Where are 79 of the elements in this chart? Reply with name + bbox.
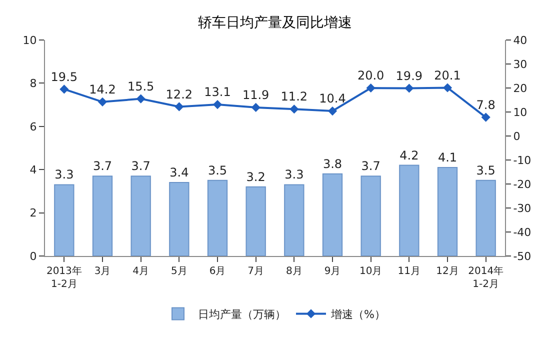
bar [360,176,381,256]
bar [207,180,228,256]
data-label: 3.7 [131,159,150,174]
bar [54,184,74,256]
point [481,112,490,122]
data-label: 19.5 [50,70,78,84]
data-label: 3.2 [246,170,266,184]
y2-tick-label: -40 [513,226,532,239]
y2-tick-label: 30 [513,58,528,71]
x-tick-label: 9月 [324,266,341,277]
x-tick-label: 7月 [248,266,264,277]
x-tick-label: 10月 [359,266,382,277]
y2-tick-label: -30 [513,202,532,215]
data-label: 10.4 [319,92,346,106]
bar [476,180,496,256]
y-tick-label: 2 [30,206,37,220]
y2-tick-label: -10 [513,154,532,167]
y2-tick-label: 0 [513,130,520,143]
data-label: 15.5 [127,79,154,94]
data-label: 3.5 [208,163,228,178]
data-label: 3.3 [284,168,304,182]
data-label: 4.1 [438,150,458,164]
point [136,94,146,104]
data-label: 3.7 [361,159,380,174]
x-tick-label: 12月 [436,266,459,277]
data-label: 12.2 [166,87,193,102]
x-tick-label: 5月 [170,266,188,277]
point [366,83,376,93]
y2-tick-label: -20 [513,178,532,191]
legend-label: 日均产量（万辆） [198,308,286,321]
bar [399,164,420,256]
y2-tick-label: -50 [513,250,532,263]
bar [322,173,343,256]
data-label: 3.3 [54,168,74,182]
point [251,102,260,112]
x-tick-label: 8月 [286,266,302,277]
data-label: 19.9 [396,68,423,83]
chart-title: 轿车日均产量及同比增速 [198,14,352,31]
y-tick-label: 10 [22,34,37,47]
data-label: 20.1 [434,68,461,82]
bar [92,176,113,256]
data-label: 4.2 [400,148,419,162]
bar [130,176,151,256]
data-label: 13.1 [204,85,231,100]
data-label: 20.0 [357,68,384,83]
data-label: 11.9 [242,88,270,102]
point [98,97,108,106]
point [442,83,452,92]
data-label: 14.2 [89,82,116,97]
y-tick-label: 4 [30,163,37,176]
bar [437,166,458,256]
y2-tick-label: 20 [513,82,528,95]
point [212,100,222,110]
bar [284,184,304,256]
x-tick-label: 2013年 1-2月 [46,265,82,290]
bar [246,186,266,256]
legend-label: 增速（%） [330,308,386,321]
data-label: 3.5 [476,163,496,178]
y-tick-label: 6 [30,120,37,134]
data-label: 3.4 [170,166,189,180]
data-label: 3.7 [92,159,112,174]
y2-tick-label: 40 [513,34,528,47]
point [290,104,299,114]
x-tick-label: 4月 [132,266,150,277]
bar [169,182,190,256]
y-tick-label: 8 [30,77,37,90]
data-label: 3.8 [322,156,342,171]
point [174,102,184,112]
y-tick-label: 0 [30,250,37,263]
x-tick-label: 11月 [398,266,421,277]
point [60,84,69,94]
point [328,106,338,116]
data-label: 7.8 [476,98,496,112]
data-label: 11.2 [280,90,308,104]
x-tick-label: 3月 [94,266,111,277]
point [404,84,414,93]
y2-tick-label: 10 [513,106,528,119]
x-tick-label: 6月 [209,266,226,277]
x-tick-label: 2014年 1-2月 [468,265,504,290]
